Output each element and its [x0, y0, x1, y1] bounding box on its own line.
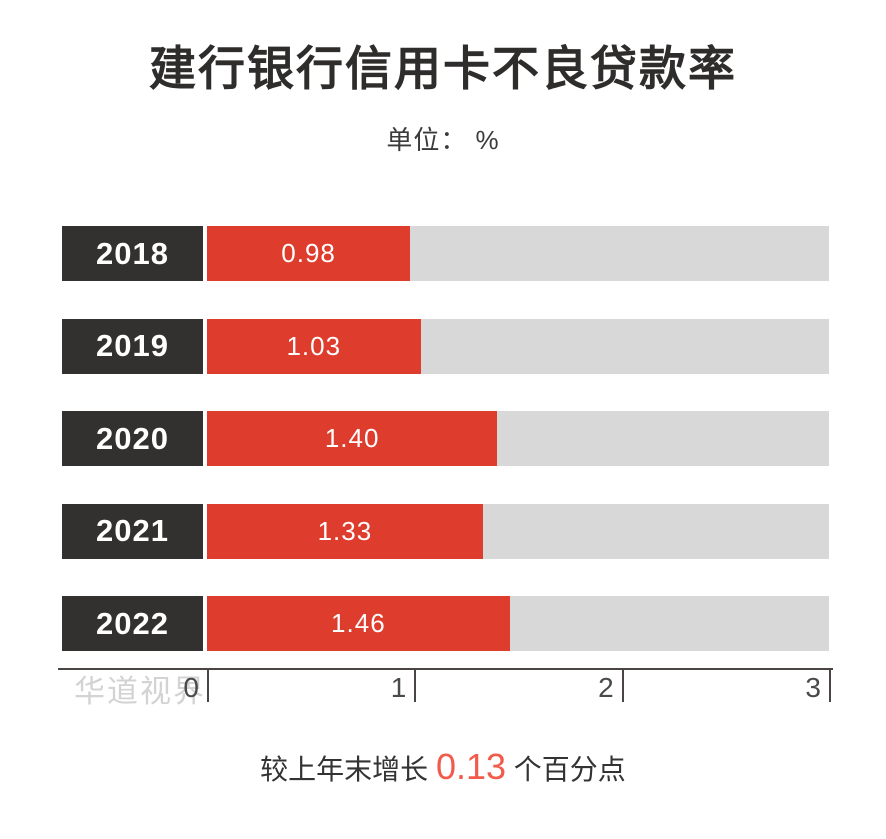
- footer-suffix: 个百分点: [506, 754, 626, 785]
- unit-label: 单位： %: [386, 125, 500, 155]
- bar-value-label: 1.33: [317, 515, 373, 546]
- bar-track: 1.03: [207, 318, 829, 374]
- chart-row: 2018 0.98: [62, 226, 829, 281]
- year-label: 2020: [62, 411, 203, 466]
- year-label: 2019: [62, 318, 203, 374]
- bar-rows: 2018 0.98 2019 1.03 2020 1.40 2021 1.33 2022 1.46: [62, 226, 829, 651]
- chart-row: 2019 1.03: [62, 318, 829, 374]
- axis-tick-mark: [621, 670, 624, 702]
- footer-prefix: 较上年末增长: [260, 754, 436, 785]
- bar-value-label: 1.40: [324, 423, 380, 453]
- chart-row: 2020 1.40: [62, 411, 829, 466]
- year-label: 2021: [62, 503, 203, 559]
- bar-track: 1.40: [207, 411, 829, 466]
- axis-tick-label: 1: [390, 672, 407, 703]
- x-axis: 0 1 2 3: [58, 668, 833, 708]
- footer-note: 较上年末增长 0.13 个百分点: [0, 746, 886, 788]
- bar-value-label: 1.03: [286, 330, 342, 361]
- bar-value-label: 0.98: [281, 238, 336, 268]
- axis-tick-mark: [207, 670, 209, 702]
- chart-row: 2022 1.46: [62, 596, 829, 651]
- value-bar: 1.46: [207, 596, 510, 651]
- value-bar: 1.03: [207, 318, 421, 374]
- year-label: 2022: [62, 596, 203, 651]
- value-bar: 0.98: [207, 226, 411, 281]
- axis-tick-label: 2: [598, 672, 614, 703]
- axis-tick-label: 3: [805, 672, 821, 703]
- footer-highlight: 0.13: [435, 746, 507, 787]
- bar-track: 1.46: [207, 596, 829, 651]
- value-bar: 1.40: [207, 411, 498, 466]
- year-label: 2018: [62, 226, 203, 281]
- bar-track: 1.33: [207, 503, 829, 559]
- chart-row: 2021 1.33: [62, 503, 829, 559]
- axis-tick-label: 0: [183, 672, 199, 703]
- axis-tick-mark: [414, 670, 417, 702]
- bar-value-label: 1.46: [331, 608, 386, 638]
- bar-track: 0.98: [207, 226, 829, 281]
- axis-tick-mark: [829, 670, 831, 702]
- watermark: 华道视界: [74, 674, 206, 709]
- chart-title: 建行银行信用卡不良贷款率: [149, 42, 737, 95]
- value-bar: 1.33: [207, 503, 483, 559]
